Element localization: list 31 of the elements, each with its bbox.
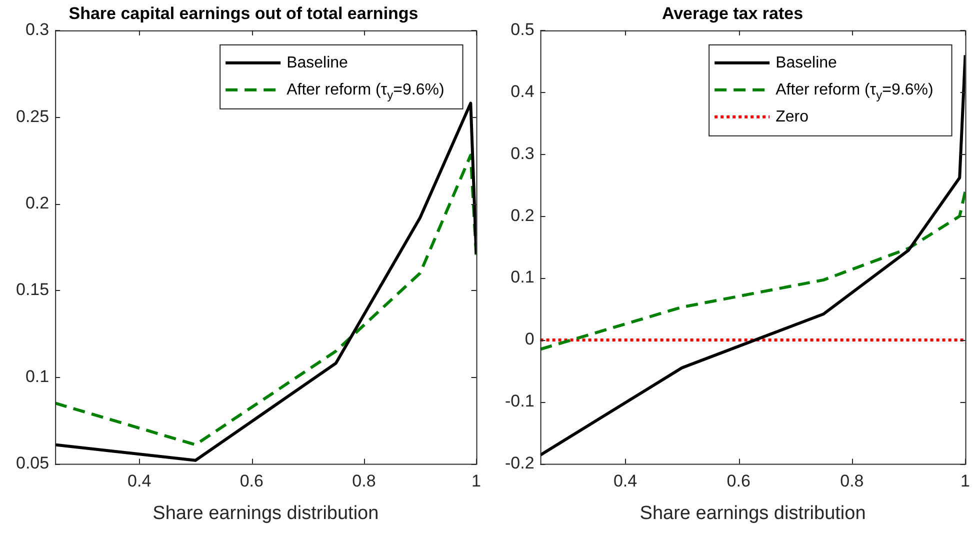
y-tick-label: 0.5 <box>510 20 534 40</box>
y-tick-label: 0.2 <box>510 206 534 225</box>
line-series <box>540 190 966 351</box>
y-tick-label: 0.3 <box>510 144 534 163</box>
y-tick-label: 0.1 <box>510 268 534 287</box>
y-tick-label: 0.05 <box>16 453 50 472</box>
x-tick-label: 0.4 <box>613 472 638 491</box>
y-tick-label: -0.2 <box>504 453 534 472</box>
x-tick-label: 0.6 <box>726 472 750 491</box>
y-tick-label: -0.1 <box>504 392 534 411</box>
x-axis-title: Share earnings distribution <box>640 502 866 524</box>
y-tick-label: 0 <box>524 330 534 349</box>
x-tick-label: 1 <box>472 472 482 491</box>
x-tick-label: 0.6 <box>240 472 264 491</box>
chart-title: Average tax rates <box>662 4 804 23</box>
x-tick-label: 0.4 <box>128 472 152 491</box>
x-axis-title: Share earnings distribution <box>152 502 379 524</box>
y-tick-label: 0.3 <box>25 20 50 40</box>
legend-label: Baseline <box>776 54 838 72</box>
chart-title: Share capital earnings out of total earnings <box>68 4 418 23</box>
y-tick-label: 0.2 <box>25 193 50 212</box>
y-tick-label: 0.4 <box>510 82 534 101</box>
x-tick-label: 0.8 <box>352 472 376 491</box>
legend-label: Baseline <box>286 54 348 72</box>
y-tick-label: 0.25 <box>16 106 50 126</box>
x-tick-label: 1 <box>960 472 970 491</box>
line-series <box>55 154 476 446</box>
legend-label: Zero <box>776 108 809 126</box>
x-tick-label: 0.8 <box>840 472 864 491</box>
y-tick-label: 0.15 <box>16 280 50 300</box>
y-tick-label: 0.1 <box>25 366 50 386</box>
